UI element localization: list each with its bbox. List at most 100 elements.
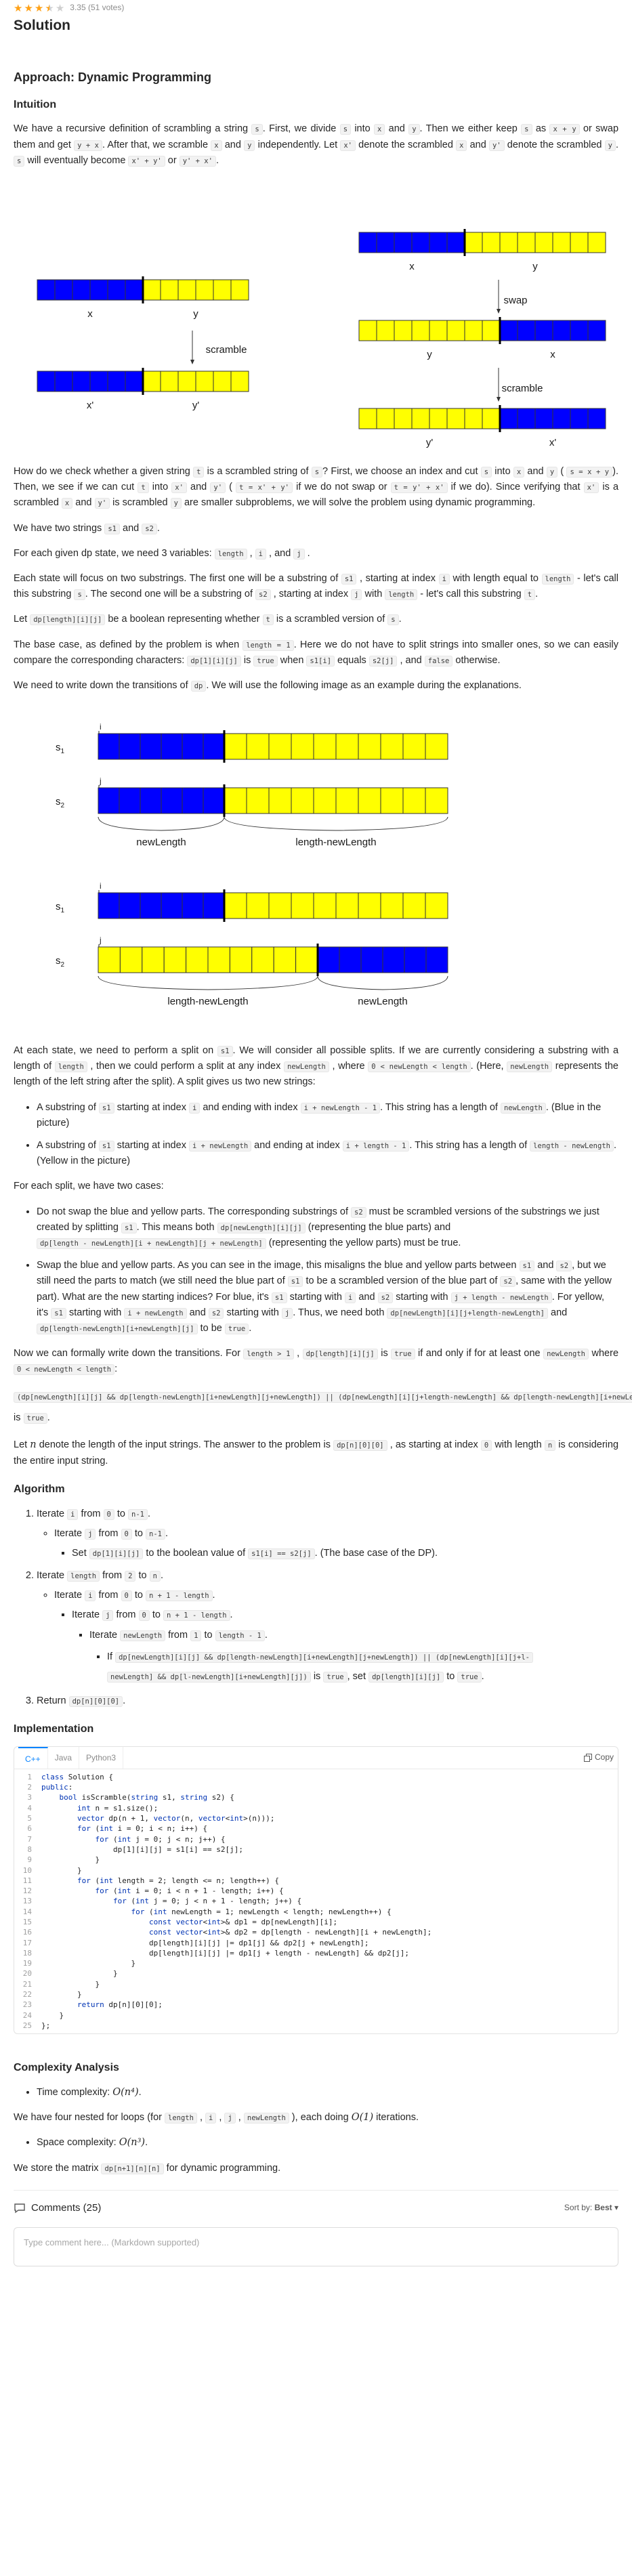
inline-code: n-1	[128, 1508, 148, 1520]
sort-dropdown[interactable]: Sort by: Best ▾	[564, 2201, 618, 2214]
sort-label: Sort by:	[564, 2203, 593, 2213]
code-text: }	[41, 1959, 136, 1968]
string-cell	[446, 232, 465, 253]
star-icon[interactable]: ★	[45, 2, 54, 14]
string-cell	[89, 279, 108, 301]
string-cell	[119, 892, 141, 919]
inline-code: t	[193, 467, 205, 478]
string-cell	[182, 892, 204, 919]
inline-code: s1	[287, 1276, 303, 1288]
label-y: y	[532, 261, 538, 272]
string-cell	[229, 946, 253, 973]
line-number: 15	[22, 1917, 32, 1926]
comment-input[interactable]: Type comment here... (Markdown supported…	[14, 2226, 618, 2266]
split-list: A substring of s1 starting at index i an…	[14, 1100, 618, 1170]
string-cell	[268, 787, 292, 814]
line-number: 17	[22, 1938, 32, 1947]
string-cell	[425, 733, 448, 760]
implementation-title: Implementation	[14, 1723, 94, 1735]
string-cell	[224, 892, 247, 919]
star-icon[interactable]: ★	[24, 2, 33, 14]
intuition-title: Intuition	[14, 98, 57, 110]
time-list: Time complexity: O(n⁴).	[14, 2085, 618, 2100]
string-cell	[246, 733, 270, 760]
string-cell	[335, 787, 359, 814]
string-cell	[380, 892, 404, 919]
tab-java[interactable]: Java	[48, 1746, 80, 1769]
inline-code: s	[74, 589, 85, 601]
label-newlength: newLength	[358, 996, 407, 1007]
list-item: Set dp[1][i][j] to the boolean value of …	[72, 1546, 618, 1561]
line-number: 2	[27, 1783, 32, 1792]
inline-code: newLength	[243, 2113, 289, 2124]
string-cell	[186, 946, 209, 973]
code-line: 5 vector dp(n + 1, vector(n, vector<int>…	[14, 1813, 618, 1823]
string-cell	[313, 733, 337, 760]
string-cell	[517, 320, 536, 341]
tab-python3[interactable]: Python3	[79, 1746, 124, 1769]
inline-code: 0	[138, 1610, 150, 1622]
three-vars-paragraph: For each given dp state, we need 3 varia…	[14, 547, 310, 559]
string-cell	[482, 320, 501, 341]
algorithm-step: Iterate j from 0 to n + 1 - length.	[72, 1609, 233, 1622]
inline-code: 0	[121, 1590, 132, 1602]
string-cell	[358, 320, 377, 341]
list-item: Iterate j from 0 to n + 1 - length. Iter…	[72, 1607, 618, 1686]
line-number: 3	[27, 1793, 32, 1802]
copy-icon	[583, 1753, 592, 1762]
inline-code: i + newLength	[124, 1307, 187, 1319]
inline-code: false	[424, 655, 453, 667]
math: n	[30, 1439, 37, 1451]
line-number: 11	[22, 1876, 32, 1885]
string-cell	[203, 892, 225, 919]
copy-label: Copy	[594, 1752, 614, 1762]
string-cell	[335, 733, 359, 760]
inline-code: true	[391, 1349, 415, 1360]
string-name: s1	[56, 742, 65, 755]
star-icon[interactable]: ★	[55, 2, 65, 14]
star-icon[interactable]: ★	[34, 2, 44, 14]
string-cell	[207, 946, 230, 973]
code-text: vector dp(n + 1, vector(n, vector<int>(n…	[77, 1814, 275, 1823]
line-number: 6	[27, 1824, 32, 1834]
code-line: 17 dp[length][i][j] |= dp1[j] && dp2[j +…	[14, 1938, 618, 1948]
algorithm-step: Iterate i from 0 to n + 1 - length.	[54, 1590, 215, 1602]
string-cell	[587, 320, 606, 341]
inline-code: 0	[103, 1508, 114, 1520]
string-cell	[570, 408, 589, 429]
string-cell	[534, 408, 553, 429]
code-line: 19 }	[14, 1958, 618, 1968]
tab-cpp[interactable]: C++	[18, 1746, 48, 1769]
code-text: const vector<int>& dp1 = dp[newLength][i…	[148, 1917, 338, 1926]
code-text: }	[41, 1979, 100, 1989]
dp-definition-paragraph: Let dp[length][i][j] be a boolean repres…	[14, 614, 402, 626]
inline-code: dp[length][i][j]	[302, 1349, 378, 1360]
star-icon[interactable]: ★	[14, 2, 23, 14]
string-cell	[335, 892, 359, 919]
string-cell	[429, 408, 448, 429]
string-cell	[203, 733, 225, 760]
code-text: for (int i = 0; i < n + 1 - length; i++)…	[95, 1886, 284, 1896]
inline-code: length	[165, 2113, 197, 2124]
inline-code: dp[1][i][j]	[89, 1548, 144, 1559]
string-cell	[224, 787, 247, 814]
code-text: }	[41, 1855, 100, 1865]
string-cell	[161, 733, 183, 760]
line-number: 14	[22, 1907, 32, 1916]
inline-code: i	[85, 1590, 96, 1602]
code-text: int n = s1.size();	[77, 1803, 159, 1813]
inline-code: s = x + y	[566, 467, 613, 478]
code-text: }	[41, 2010, 64, 2020]
inline-code: j	[281, 1307, 293, 1319]
string-cell	[177, 371, 196, 392]
inline-code: x	[374, 124, 385, 135]
inline-code: length	[67, 1571, 100, 1582]
string-cell	[107, 371, 126, 392]
code-line: 18 dp[length][i][j] |= dp1[j + length - …	[14, 1948, 618, 1958]
string-cell	[358, 892, 381, 919]
string-cell	[464, 320, 483, 341]
copy-button[interactable]: Copy	[583, 1751, 614, 1764]
string-cell	[140, 892, 162, 919]
inline-code: dp[1][i][j]	[187, 655, 241, 667]
code-text: for (int j = 0; j < n + 1 - length; j++)…	[112, 1897, 302, 1906]
